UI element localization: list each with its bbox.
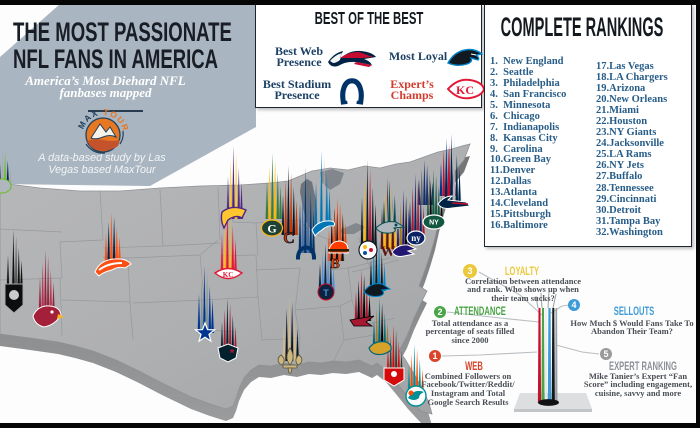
svg-text:C: C	[283, 230, 295, 247]
svg-text:W: W	[381, 244, 396, 260]
svg-text:G: G	[267, 221, 276, 235]
svg-text:T: T	[323, 288, 329, 298]
svg-text:NY: NY	[429, 220, 439, 227]
svg-text:B: B	[330, 257, 339, 272]
svg-text:KC: KC	[456, 83, 474, 97]
svg-text:ny: ny	[411, 233, 421, 243]
svg-text:KC: KC	[223, 271, 234, 279]
